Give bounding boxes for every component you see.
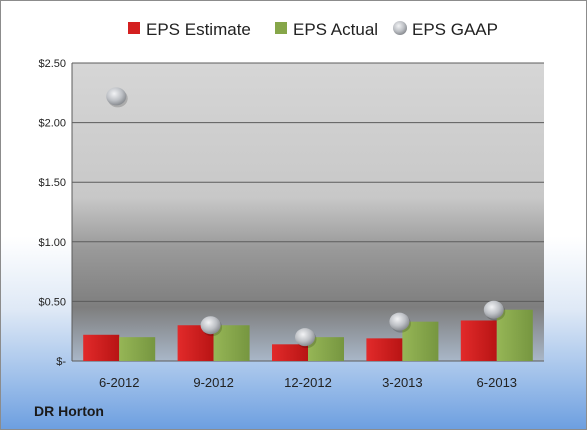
bar-eps-actual [119,337,156,361]
y-axis-ticks: $- $0.50 $1.00 $1.50 $2.00 $2.50 [38,58,66,368]
bar-eps-estimate [83,334,120,361]
legend-swatch [128,22,140,34]
y-tick-label: $2.00 [38,118,66,130]
legend-label: EPS Actual [293,20,378,39]
bar-eps-actual [496,309,533,361]
legend-label: EPS Estimate [146,20,251,39]
company-label: DR Horton [34,403,104,419]
plot-area [72,63,544,361]
gridlines [71,62,544,362]
gaap-point [389,312,410,331]
bar-eps-actual [308,337,344,361]
x-tick-label: 6-2012 [99,375,139,390]
bar-eps-estimate [460,320,497,361]
x-tick-label: 3-2013 [382,375,422,390]
legend-swatch [275,22,287,34]
x-tick-label: 6-2013 [477,375,517,390]
gaap-point [483,300,504,319]
y-tick-label: $1.00 [38,237,66,249]
y-tick-label: $1.50 [38,177,66,189]
bar-eps-estimate [272,344,308,361]
legend-label: EPS GAAP [412,20,498,39]
y-tick-label: $2.50 [38,58,66,70]
gaap-point [200,316,221,335]
y-tick-label: $- [56,356,66,368]
bar-eps-estimate [366,338,403,361]
chart-legend: EPS Estimate EPS Actual EPS GAAP [128,20,498,39]
x-tick-label: 12-2012 [284,375,332,390]
gaap-point [106,87,127,106]
gaap-points [106,87,506,349]
x-axis-ticks: 6-2012 9-2012 12-2012 3-2013 6-2013 [99,375,517,390]
x-tick-label: 9-2012 [193,375,233,390]
y-tick-label: $0.50 [38,296,66,308]
bar-eps-actual [402,321,439,361]
bar-eps-actual [213,325,250,361]
legend-swatch [393,21,407,35]
gaap-point [295,328,315,347]
